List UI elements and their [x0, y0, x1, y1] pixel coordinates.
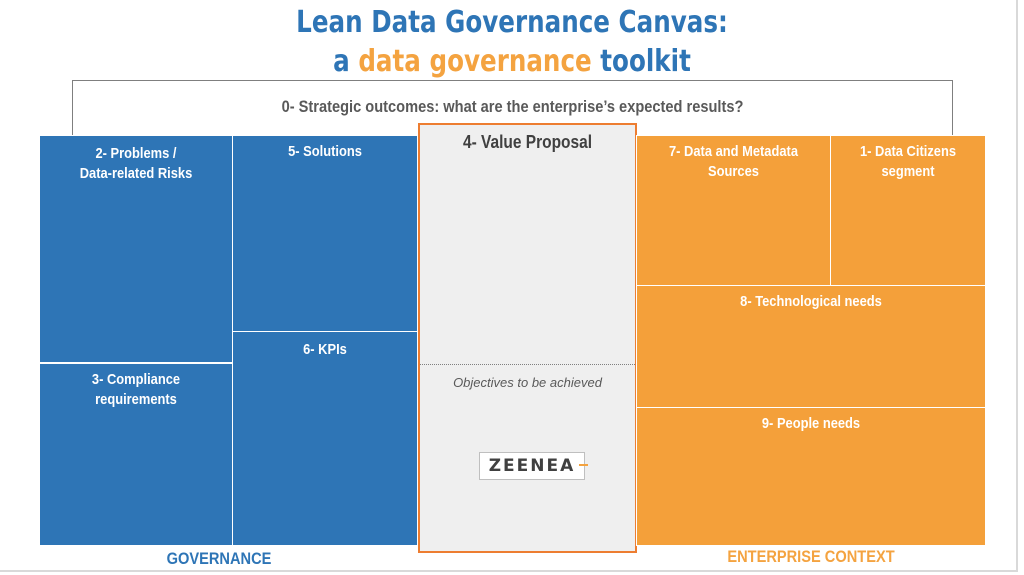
zeenea-logo: ZEENEA	[479, 452, 588, 480]
kpis-block: 6- KPIs	[232, 331, 418, 546]
compliance-block: 3- Compliance requirements	[39, 363, 233, 546]
canvas-subtitle-prefix: a	[333, 44, 359, 79]
solutions-label: 5- Solutions	[288, 143, 362, 160]
compliance-line1: 3- Compliance	[91, 371, 181, 388]
canvas-title-line1: Lean Data Governance Canvas:	[296, 5, 728, 40]
people-needs-block: 9- People needs	[636, 407, 986, 546]
zeenea-logo-mark	[579, 464, 588, 466]
problems-block: 2- Problems / Data-related Risks	[39, 135, 233, 363]
canvas-title: Lean Data Governance Canvas:	[92, 5, 932, 41]
value-proposal-title: 4- Value Proposal	[462, 132, 593, 152]
data-citizens-block: 1- Data Citizens segment	[830, 135, 986, 286]
governance-label: GOVERNANCE	[166, 549, 272, 568]
technological-needs-block: 8- Technological needs	[636, 285, 986, 408]
people-needs-label: 9- People needs	[761, 415, 861, 432]
value-proposal-divider	[420, 364, 635, 365]
technological-needs-label: 8- Technological needs	[740, 293, 882, 310]
enterprise-context-label: ENTERPRISE CONTEXT	[727, 547, 895, 566]
data-citizens-line1: 1- Data Citizens	[859, 143, 957, 160]
data-sources-line2: Sources	[708, 163, 759, 180]
problems-line1: 2- Problems /	[95, 145, 177, 162]
canvas-subtitle-suffix: toolkit	[591, 44, 691, 79]
value-proposal-objectives: Objectives to be achieved	[453, 375, 602, 390]
strategic-outcomes-label: 0- Strategic outcomes: what are the ente…	[281, 97, 744, 116]
kpis-label: 6- KPIs	[303, 341, 347, 358]
data-sources-line1: 7- Data and Metadata	[668, 143, 799, 160]
data-sources-block: 7- Data and Metadata Sources	[636, 135, 831, 286]
solutions-block: 5- Solutions	[232, 135, 418, 332]
value-proposal-block: 4- Value Proposal Objectives to be achie…	[418, 123, 637, 553]
compliance-line2: requirements	[95, 391, 177, 408]
data-citizens-line2: segment	[881, 163, 935, 180]
canvas-subtitle: a data governance toolkit	[92, 44, 932, 80]
canvas-subtitle-accent: data governance	[358, 44, 592, 79]
problems-line2: Data-related Risks	[79, 165, 193, 182]
zeenea-logo-text: ZEENEA	[488, 456, 576, 476]
